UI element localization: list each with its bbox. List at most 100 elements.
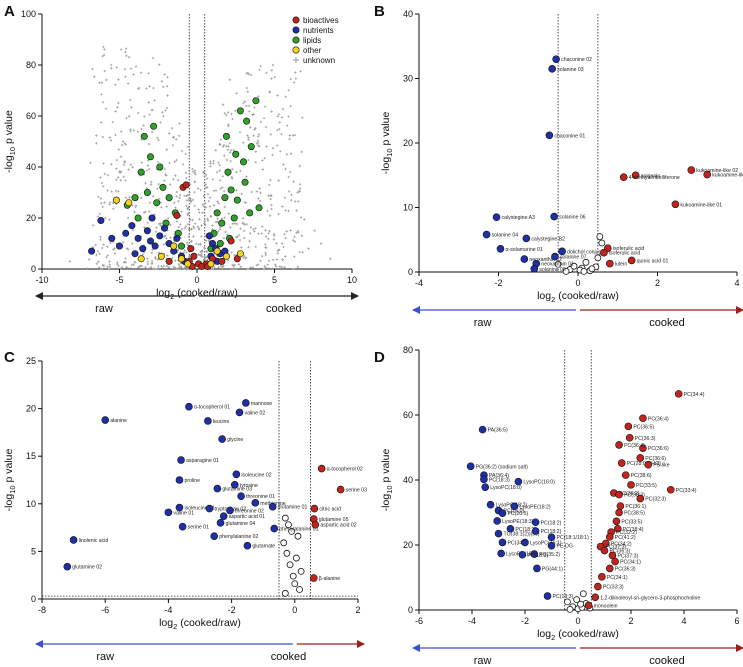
- x-tick-label: -2: [494, 278, 502, 288]
- unknown-point: [101, 101, 105, 104]
- unknown-point: [211, 224, 214, 227]
- x-tick-label: 2: [355, 605, 360, 615]
- unknown-point: [296, 191, 299, 194]
- unknown-point: [300, 234, 304, 237]
- unknown-point: [271, 258, 275, 262]
- data-point: [336, 485, 345, 494]
- unknown-point: [186, 222, 190, 226]
- unknown-point: [180, 265, 183, 269]
- unknown-point: [216, 217, 219, 220]
- data-point: [530, 264, 539, 273]
- unknown-point: [86, 267, 89, 270]
- unknown-point: [131, 165, 134, 169]
- data-point: [591, 593, 600, 602]
- unknown-point: [156, 258, 159, 261]
- unknown-point: [262, 267, 266, 271]
- unknown-point: [196, 225, 200, 228]
- unknown-point: [124, 179, 127, 182]
- data-point: [173, 234, 181, 242]
- unknown-point: [129, 67, 133, 70]
- unknown-point: [247, 104, 251, 108]
- unknown-point: [137, 87, 140, 91]
- unknown-point: [288, 134, 292, 137]
- point-label: PC(34:4): [684, 392, 705, 398]
- unknown-point: [95, 253, 98, 257]
- unknown-point: [247, 158, 250, 162]
- unknown-point: [185, 176, 188, 180]
- unknown-point: [241, 101, 245, 105]
- unknown-point: [250, 190, 253, 194]
- unknown-point: [235, 92, 238, 95]
- unknown-point: [142, 124, 145, 127]
- unknown-point: [224, 230, 227, 234]
- unknown-point: [258, 68, 261, 72]
- unknown-point: [212, 159, 216, 163]
- point-label: neoxanthin 02: [529, 257, 562, 263]
- unknown-point: [279, 150, 282, 153]
- point-label: LysoPE(18:2): [519, 504, 551, 510]
- unknown-point: [272, 238, 276, 241]
- unknown-point: [108, 263, 111, 266]
- data-point: [139, 245, 147, 253]
- unknown-point: [87, 258, 91, 261]
- unknown-point: [133, 210, 136, 214]
- unknown-point: [289, 152, 293, 155]
- point-label: PC(18:3): [489, 477, 510, 483]
- y-tick-label: 10: [26, 499, 36, 509]
- unknown-point: [273, 75, 276, 79]
- data-point: [615, 490, 623, 499]
- x-axis-label: log2 (cooked/raw): [537, 290, 619, 304]
- unknown-point: [173, 267, 177, 270]
- unknown-point: [122, 175, 125, 178]
- data-point: [69, 536, 78, 544]
- data-point: [619, 173, 628, 181]
- unknown-point: [165, 264, 169, 268]
- unknown-point: [234, 109, 237, 112]
- data-point: [122, 229, 130, 237]
- unknown-point: [149, 183, 153, 186]
- point-label: PC(36:3): [610, 549, 631, 555]
- unknown-point: [245, 222, 249, 226]
- unknown-point: [209, 165, 212, 168]
- point-label: citric acid: [319, 507, 341, 513]
- unknown-point: [189, 199, 192, 203]
- unknown-point: [191, 198, 195, 202]
- unknown-point: [164, 267, 168, 270]
- unknown-point: [145, 87, 148, 90]
- unknown-point: [329, 257, 332, 260]
- unknown-point: [129, 267, 133, 270]
- point-label: quinic acid 01: [637, 258, 669, 264]
- unknown-point: [222, 143, 226, 147]
- open-point: [580, 267, 588, 275]
- open-point: [579, 590, 587, 598]
- data-point: [213, 484, 222, 493]
- unknown-point: [277, 179, 280, 182]
- unknown-point: [155, 226, 158, 229]
- open-point: [577, 600, 585, 608]
- unknown-point: [115, 66, 118, 69]
- data-point: [243, 117, 251, 125]
- unknown-point: [134, 204, 138, 207]
- data-point: [187, 245, 195, 253]
- data-point: [241, 178, 249, 186]
- unknown-point: [203, 247, 206, 250]
- unknown-point: [241, 141, 245, 144]
- unknown-point: [276, 128, 279, 132]
- unknown-point: [140, 161, 144, 164]
- unknown-point: [252, 113, 255, 116]
- unknown-point: [293, 240, 297, 243]
- unknown-point: [119, 267, 122, 270]
- unknown-point: [100, 181, 104, 185]
- unknown-point: [265, 145, 268, 148]
- unknown-point: [214, 149, 217, 152]
- x-axis-label-sub: 2: [551, 295, 555, 304]
- unknown-point: [216, 200, 219, 203]
- unknown-point: [104, 107, 108, 110]
- unknown-point: [158, 63, 161, 66]
- data-point: [159, 183, 167, 191]
- unknown-point: [267, 267, 270, 270]
- unknown-point: [245, 175, 248, 178]
- data-point: [213, 209, 221, 217]
- open-point: [291, 580, 299, 588]
- data-point: [233, 255, 241, 263]
